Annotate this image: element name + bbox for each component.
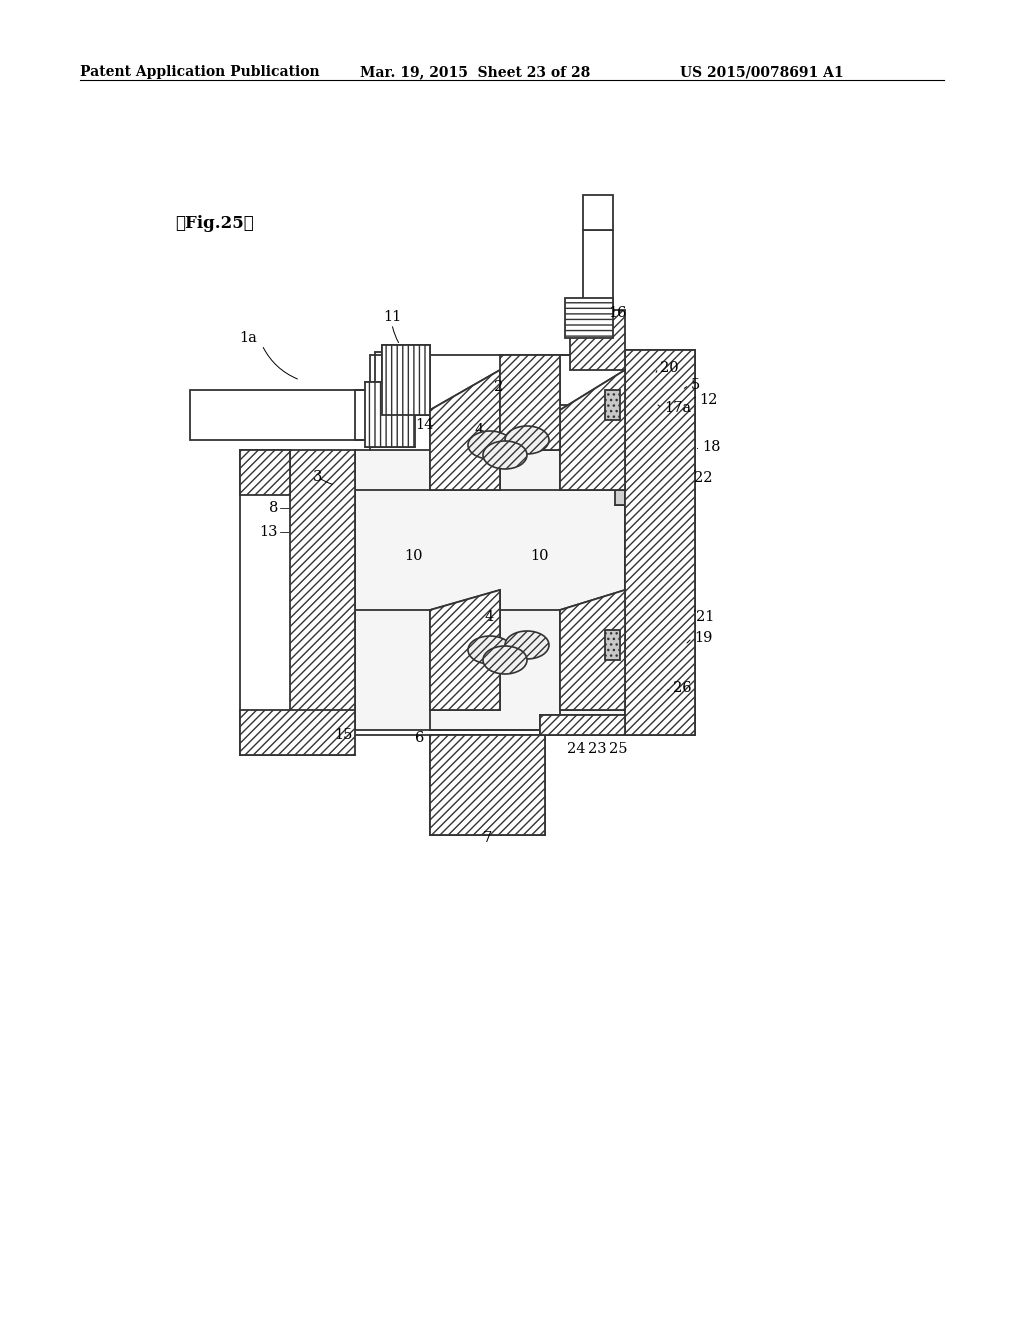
Text: 26: 26	[673, 681, 691, 696]
Text: Patent Application Publication: Patent Application Publication	[80, 65, 319, 79]
Text: 3: 3	[312, 470, 322, 484]
Text: 10: 10	[404, 549, 423, 564]
Bar	[355, 450, 625, 730]
Polygon shape	[560, 370, 625, 490]
Text: 19: 19	[694, 631, 713, 645]
Text: 8: 8	[268, 502, 278, 515]
Text: 2: 2	[495, 380, 504, 393]
Bar	[605, 630, 620, 660]
Bar	[565, 298, 613, 338]
Text: 13: 13	[259, 525, 278, 539]
Bar	[290, 450, 355, 730]
Bar	[615, 490, 625, 506]
Text: 14: 14	[415, 418, 433, 432]
Bar	[365, 381, 415, 447]
Bar	[540, 715, 625, 735]
Bar	[240, 710, 355, 755]
Text: 1a: 1a	[239, 331, 257, 345]
Bar	[190, 389, 380, 440]
Text: 15: 15	[334, 729, 352, 742]
Bar	[382, 345, 430, 414]
Text: 4: 4	[474, 422, 483, 437]
Text: 10: 10	[530, 549, 549, 564]
Bar	[583, 195, 613, 230]
Ellipse shape	[483, 645, 527, 675]
Bar	[430, 735, 545, 836]
Bar	[583, 230, 613, 310]
Bar	[240, 450, 290, 495]
Text: 7: 7	[482, 832, 492, 845]
Text: 22: 22	[694, 471, 713, 484]
Polygon shape	[430, 590, 500, 710]
Text: Mar. 19, 2015  Sheet 23 of 28: Mar. 19, 2015 Sheet 23 of 28	[360, 65, 590, 79]
Ellipse shape	[483, 441, 527, 469]
Polygon shape	[560, 590, 625, 710]
Text: 21: 21	[696, 610, 715, 624]
Bar	[540, 715, 625, 735]
Bar	[500, 355, 560, 450]
Text: 4: 4	[484, 610, 494, 624]
Polygon shape	[430, 370, 500, 490]
Text: US 2015/0078691 A1: US 2015/0078691 A1	[680, 65, 844, 79]
Text: 18: 18	[702, 440, 721, 454]
Text: 11: 11	[383, 310, 401, 323]
Ellipse shape	[505, 631, 549, 659]
Text: 25: 25	[608, 742, 628, 756]
Bar	[605, 389, 620, 420]
Text: 23: 23	[588, 742, 606, 756]
Text: 17a: 17a	[664, 401, 691, 414]
Text: 12: 12	[699, 393, 718, 407]
Bar	[605, 389, 620, 420]
Bar	[605, 630, 620, 660]
Ellipse shape	[468, 432, 512, 459]
Bar	[555, 355, 645, 405]
Text: 5: 5	[691, 378, 700, 392]
Bar	[615, 601, 625, 615]
Text: 20: 20	[660, 360, 679, 375]
Bar	[625, 350, 695, 735]
Text: 【Fig.25】: 【Fig.25】	[175, 215, 254, 232]
Text: 24: 24	[566, 742, 586, 756]
Text: 6: 6	[416, 731, 425, 744]
Bar	[570, 310, 625, 370]
Text: 16: 16	[608, 306, 627, 319]
Ellipse shape	[505, 426, 549, 454]
Ellipse shape	[468, 636, 512, 664]
